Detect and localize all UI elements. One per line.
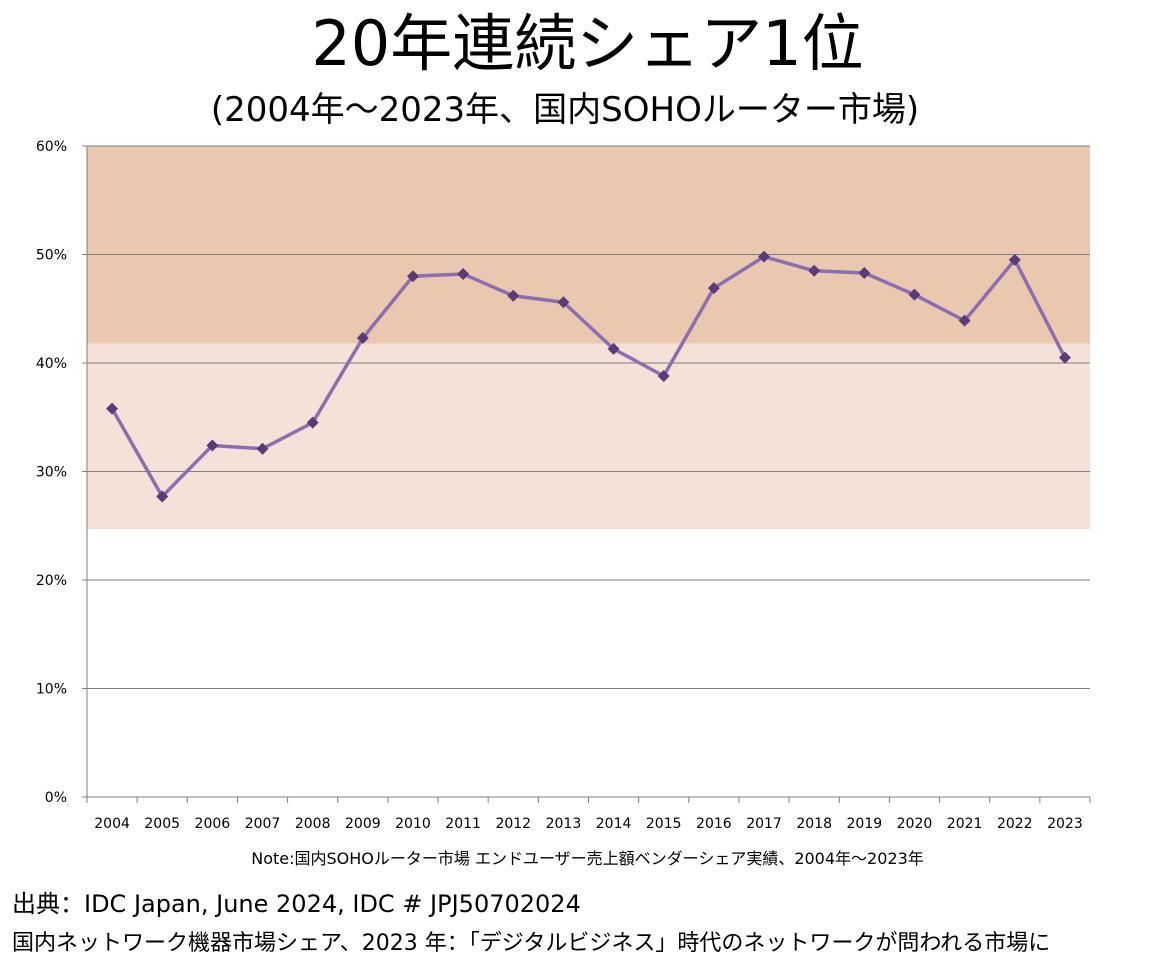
x-tick-label: 2015 (646, 816, 682, 832)
x-tick-label: 2022 (997, 816, 1033, 832)
x-tick-label: 2010 (395, 816, 431, 832)
chart-note: Note:国内SOHOルーター市場 エンドユーザー売上額ベンダーシェア実績、20… (251, 849, 924, 868)
data-point-2012 (507, 289, 520, 302)
x-tick-label: 2021 (947, 816, 983, 832)
x-tick-label: 2016 (696, 816, 732, 832)
data-point-2015 (657, 370, 670, 383)
data-point-2011 (457, 268, 470, 281)
x-tick-label: 2012 (495, 816, 531, 832)
y-tick-label: 0% (45, 790, 67, 806)
data-point-2004 (106, 402, 119, 415)
data-point-2022 (1008, 253, 1021, 266)
x-tick-label: 2017 (746, 816, 782, 832)
source-citation: 出典：IDC Japan, June 2024, IDC # JPJ507020… (12, 890, 581, 918)
data-point-2010 (406, 270, 419, 283)
x-tick-label: 2006 (195, 816, 231, 832)
chart-title: 20年連続シェア1位 (311, 7, 864, 80)
x-tick-label: 2004 (94, 816, 130, 832)
x-tick-label: 2019 (847, 816, 883, 832)
data-point-2016 (707, 282, 720, 295)
source-report-title: 国内ネットワーク機器市場シェア、2023 年：「デジタルビジネス」時代のネットワ… (12, 931, 1051, 956)
data-point-2006 (206, 439, 219, 452)
x-tick-label: 2007 (245, 816, 281, 832)
x-tick-label: 2008 (295, 816, 331, 832)
x-tick-label: 2013 (546, 816, 582, 832)
data-point-2020 (908, 288, 921, 301)
data-point-2021 (958, 314, 971, 327)
data-point-2017 (758, 250, 771, 263)
data-point-2013 (557, 296, 570, 309)
chart-subtitle: (2004年～2023年、国内SOHOルーター市場) (210, 90, 920, 130)
y-tick-label: 60% (36, 139, 67, 155)
x-tick-label: 2009 (345, 816, 381, 832)
data-point-2009 (356, 332, 369, 345)
data-point-2007 (256, 442, 269, 455)
series-line (110, 254, 1067, 499)
x-tick-label: 2011 (445, 816, 481, 832)
y-tick-label: 30% (36, 465, 67, 481)
x-tick-label: 2014 (596, 816, 632, 832)
x-tick-label: 2020 (897, 816, 933, 832)
data-point-2019 (858, 266, 871, 279)
data-point-2018 (808, 264, 821, 277)
shaded-band-0 (87, 343, 1090, 530)
x-tick-label: 2023 (1047, 816, 1083, 832)
data-point-2008 (306, 416, 319, 429)
shaded-band-1 (87, 146, 1090, 344)
y-tick-label: 10% (36, 682, 67, 698)
data-point-2014 (607, 342, 620, 355)
data-point-2023 (1058, 351, 1071, 364)
x-tick-label: 2005 (144, 816, 180, 832)
y-tick-label: 20% (36, 573, 67, 589)
y-tick-label: 50% (36, 248, 67, 264)
y-tick-label: 40% (36, 356, 67, 372)
x-tick-label: 2018 (796, 816, 832, 832)
data-point-2005 (156, 490, 169, 503)
